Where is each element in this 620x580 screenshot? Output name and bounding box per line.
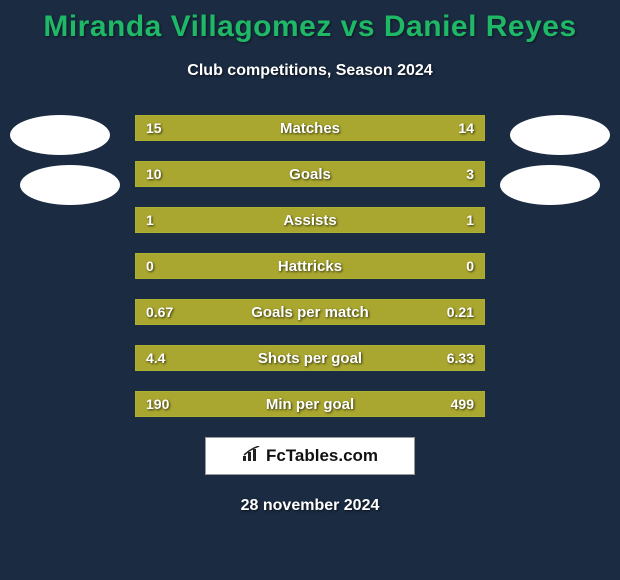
- source-logo: FcTables.com: [205, 437, 415, 475]
- comparison-chart: 1514Matches 103Goals 11Assists 00Hattricks 0…: [0, 115, 620, 417]
- logo-text: FcTables.com: [266, 446, 378, 466]
- stat-label: Shots per goal: [136, 346, 484, 370]
- stat-label: Assists: [136, 208, 484, 232]
- stat-row: 4.46.33Shots per goal: [135, 345, 485, 371]
- player-left-avatar-1: [10, 115, 110, 155]
- date-label: 28 november 2024: [0, 497, 620, 515]
- player-right-avatar-1: [510, 115, 610, 155]
- stat-label: Matches: [136, 116, 484, 140]
- stat-row: 0.670.21Goals per match: [135, 299, 485, 325]
- player-left-avatar-2: [20, 165, 120, 205]
- stat-row: 1514Matches: [135, 115, 485, 141]
- subtitle: Club competitions, Season 2024: [0, 62, 620, 80]
- stat-row: 00Hattricks: [135, 253, 485, 279]
- stat-row: 11Assists: [135, 207, 485, 233]
- stat-label: Goals per match: [136, 300, 484, 324]
- stat-label: Min per goal: [136, 392, 484, 416]
- chart-icon: [242, 446, 262, 467]
- stat-label: Hattricks: [136, 254, 484, 278]
- stat-row: 103Goals: [135, 161, 485, 187]
- stat-row: 190499Min per goal: [135, 391, 485, 417]
- player-right-avatar-2: [500, 165, 600, 205]
- page-title: Miranda Villagomez vs Daniel Reyes: [0, 0, 620, 44]
- stat-label: Goals: [136, 162, 484, 186]
- stat-rows: 1514Matches 103Goals 11Assists 00Hattricks 0…: [135, 115, 485, 417]
